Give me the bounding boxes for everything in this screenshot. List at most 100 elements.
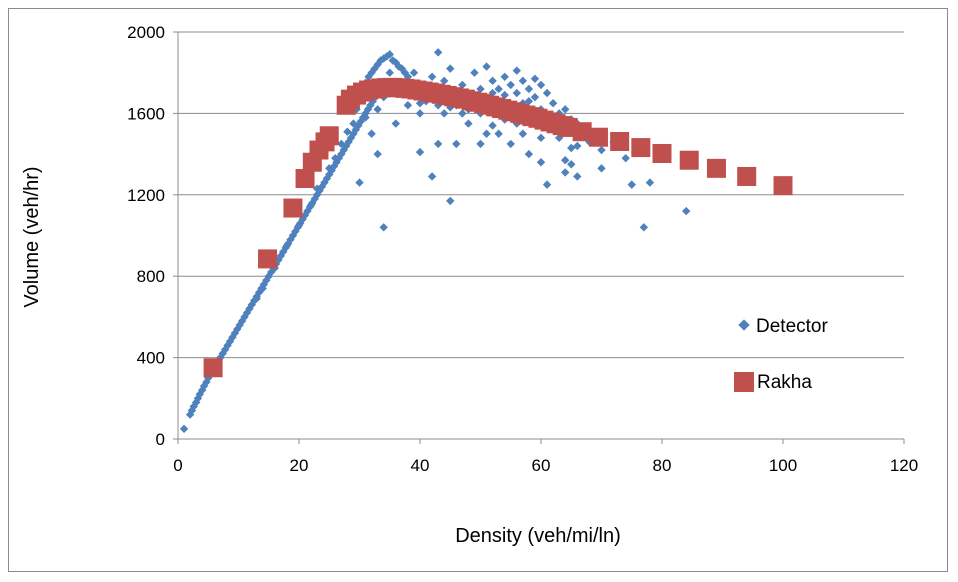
gridlines — [178, 31, 904, 359]
detector-point — [506, 139, 515, 149]
detector-point — [225, 337, 235, 346]
detector-point — [325, 164, 334, 173]
detector-point — [573, 172, 582, 181]
rakha-point — [258, 249, 278, 269]
detector-point — [363, 105, 373, 114]
detector-point — [343, 127, 352, 136]
rakha-point — [283, 198, 303, 218]
detector-point — [403, 101, 413, 110]
detector-point — [621, 153, 630, 163]
detector-point — [361, 113, 370, 122]
detector-point — [427, 72, 437, 81]
rakha-point — [203, 358, 223, 378]
y-tick-label: 1200 — [127, 186, 165, 205]
y-axis-title: Volume (veh/hr) — [21, 166, 43, 307]
detector-point — [542, 88, 552, 98]
detector-point — [204, 373, 213, 383]
rakha-point — [631, 138, 651, 158]
detector-point — [279, 247, 288, 256]
detector-point — [524, 84, 534, 94]
detector-point — [355, 178, 364, 187]
detector-point — [536, 80, 546, 90]
detector-point — [391, 119, 400, 128]
detector-point — [464, 119, 473, 128]
rakha-point — [572, 122, 592, 142]
detector-point — [518, 76, 528, 86]
detector-point — [356, 117, 365, 126]
detector-point — [179, 424, 189, 434]
detector-point — [476, 139, 485, 149]
x-tick-label: 0 — [173, 456, 182, 475]
y-tick-label: 800 — [137, 267, 165, 286]
detector-point — [500, 72, 509, 81]
detector-point — [561, 156, 570, 165]
x-tick-labels: 0 20 40 60 80 100 120 — [173, 456, 918, 475]
detector-point — [373, 105, 382, 114]
series-rakha — [203, 77, 793, 378]
detector-point — [500, 90, 509, 100]
detector-point — [195, 390, 204, 399]
detector-point — [306, 200, 316, 210]
detector-point — [368, 96, 378, 106]
y-tick-label: 400 — [137, 349, 165, 368]
x-tick-label: 100 — [769, 456, 797, 475]
detector-point — [488, 121, 497, 130]
detector-point — [376, 56, 385, 65]
y-tick-labels: 0 400 800 1200 1600 2000 — [127, 23, 165, 449]
detector-point — [639, 223, 649, 232]
detector-point — [446, 64, 455, 73]
x-tick-label: 120 — [890, 456, 918, 475]
detector-point — [597, 145, 606, 155]
y-tick-label: 2000 — [127, 23, 165, 42]
detector-point — [561, 105, 570, 114]
detector-point — [339, 145, 348, 155]
detector-point — [470, 68, 479, 77]
detector-point — [337, 139, 346, 149]
x-tick-label: 60 — [532, 456, 551, 475]
detector-point — [512, 88, 521, 98]
detector-point — [518, 129, 528, 138]
detector-point — [415, 109, 425, 118]
detector-point — [400, 68, 410, 77]
detector-point — [427, 172, 437, 181]
detector-point — [440, 76, 449, 86]
x-tick-label: 80 — [653, 456, 672, 475]
detector-point — [458, 109, 467, 118]
detector-point — [258, 284, 267, 293]
legend-rakha-marker — [734, 372, 754, 392]
x-tick-label: 20 — [290, 456, 309, 475]
detector-point — [512, 66, 521, 75]
detector-point — [542, 180, 552, 189]
axes — [173, 31, 905, 444]
rakha-point — [652, 143, 672, 163]
detector-point — [331, 153, 340, 163]
legend-detector-label: Detector — [756, 316, 828, 337]
rakha-point — [737, 166, 757, 186]
detector-point — [476, 84, 485, 94]
detector-point — [488, 76, 497, 86]
y-tick-label: 1600 — [127, 104, 165, 123]
rakha-point — [610, 131, 630, 151]
x-axis-title: Density (veh/mi/ln) — [455, 525, 621, 547]
detector-point — [252, 294, 261, 303]
detector-point — [433, 139, 443, 149]
detector-point — [433, 48, 443, 57]
detector-point — [627, 180, 636, 189]
detector-point — [379, 223, 388, 232]
detector-point — [548, 99, 558, 108]
legend: Detector Rakha — [734, 316, 828, 393]
rakha-point — [679, 150, 699, 170]
rakha-point — [295, 169, 315, 189]
detector-point — [312, 184, 322, 193]
detector-point — [530, 74, 540, 84]
detector-point — [524, 96, 534, 106]
detector-point — [294, 221, 304, 230]
detector-point — [597, 164, 606, 173]
y-tick-label: 0 — [156, 430, 165, 449]
detector-point — [506, 80, 515, 90]
detector-point — [452, 139, 461, 149]
detector-point — [530, 92, 540, 102]
detector-point — [482, 62, 491, 71]
detector-point — [458, 80, 467, 90]
